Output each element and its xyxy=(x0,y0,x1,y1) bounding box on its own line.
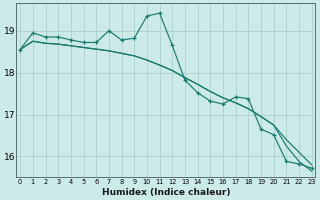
X-axis label: Humidex (Indice chaleur): Humidex (Indice chaleur) xyxy=(102,188,230,197)
